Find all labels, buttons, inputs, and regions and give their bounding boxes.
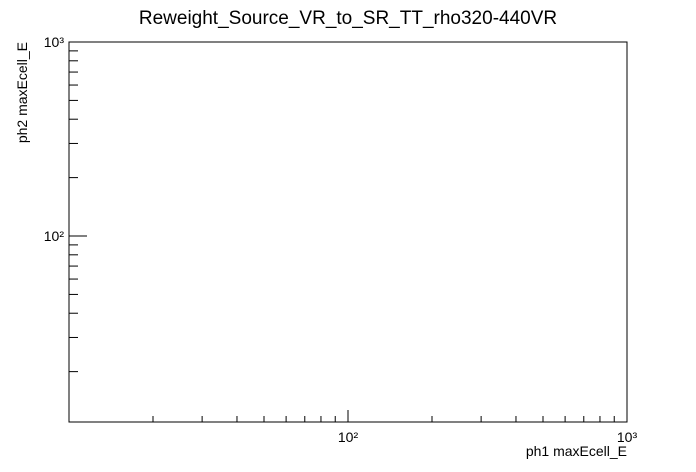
x-tick-label: 10² — [338, 429, 359, 445]
y-axis-title: ph2 maxEcell_E — [14, 42, 30, 143]
y-tick-label: 10² — [44, 228, 65, 244]
x-tick-label: 10³ — [617, 429, 638, 445]
chart-title: Reweight_Source_VR_to_SR_TT_rho320-440VR — [139, 8, 557, 29]
x-axis-title: ph1 maxEcell_E — [526, 443, 627, 459]
y-tick-label: 10³ — [44, 34, 65, 50]
